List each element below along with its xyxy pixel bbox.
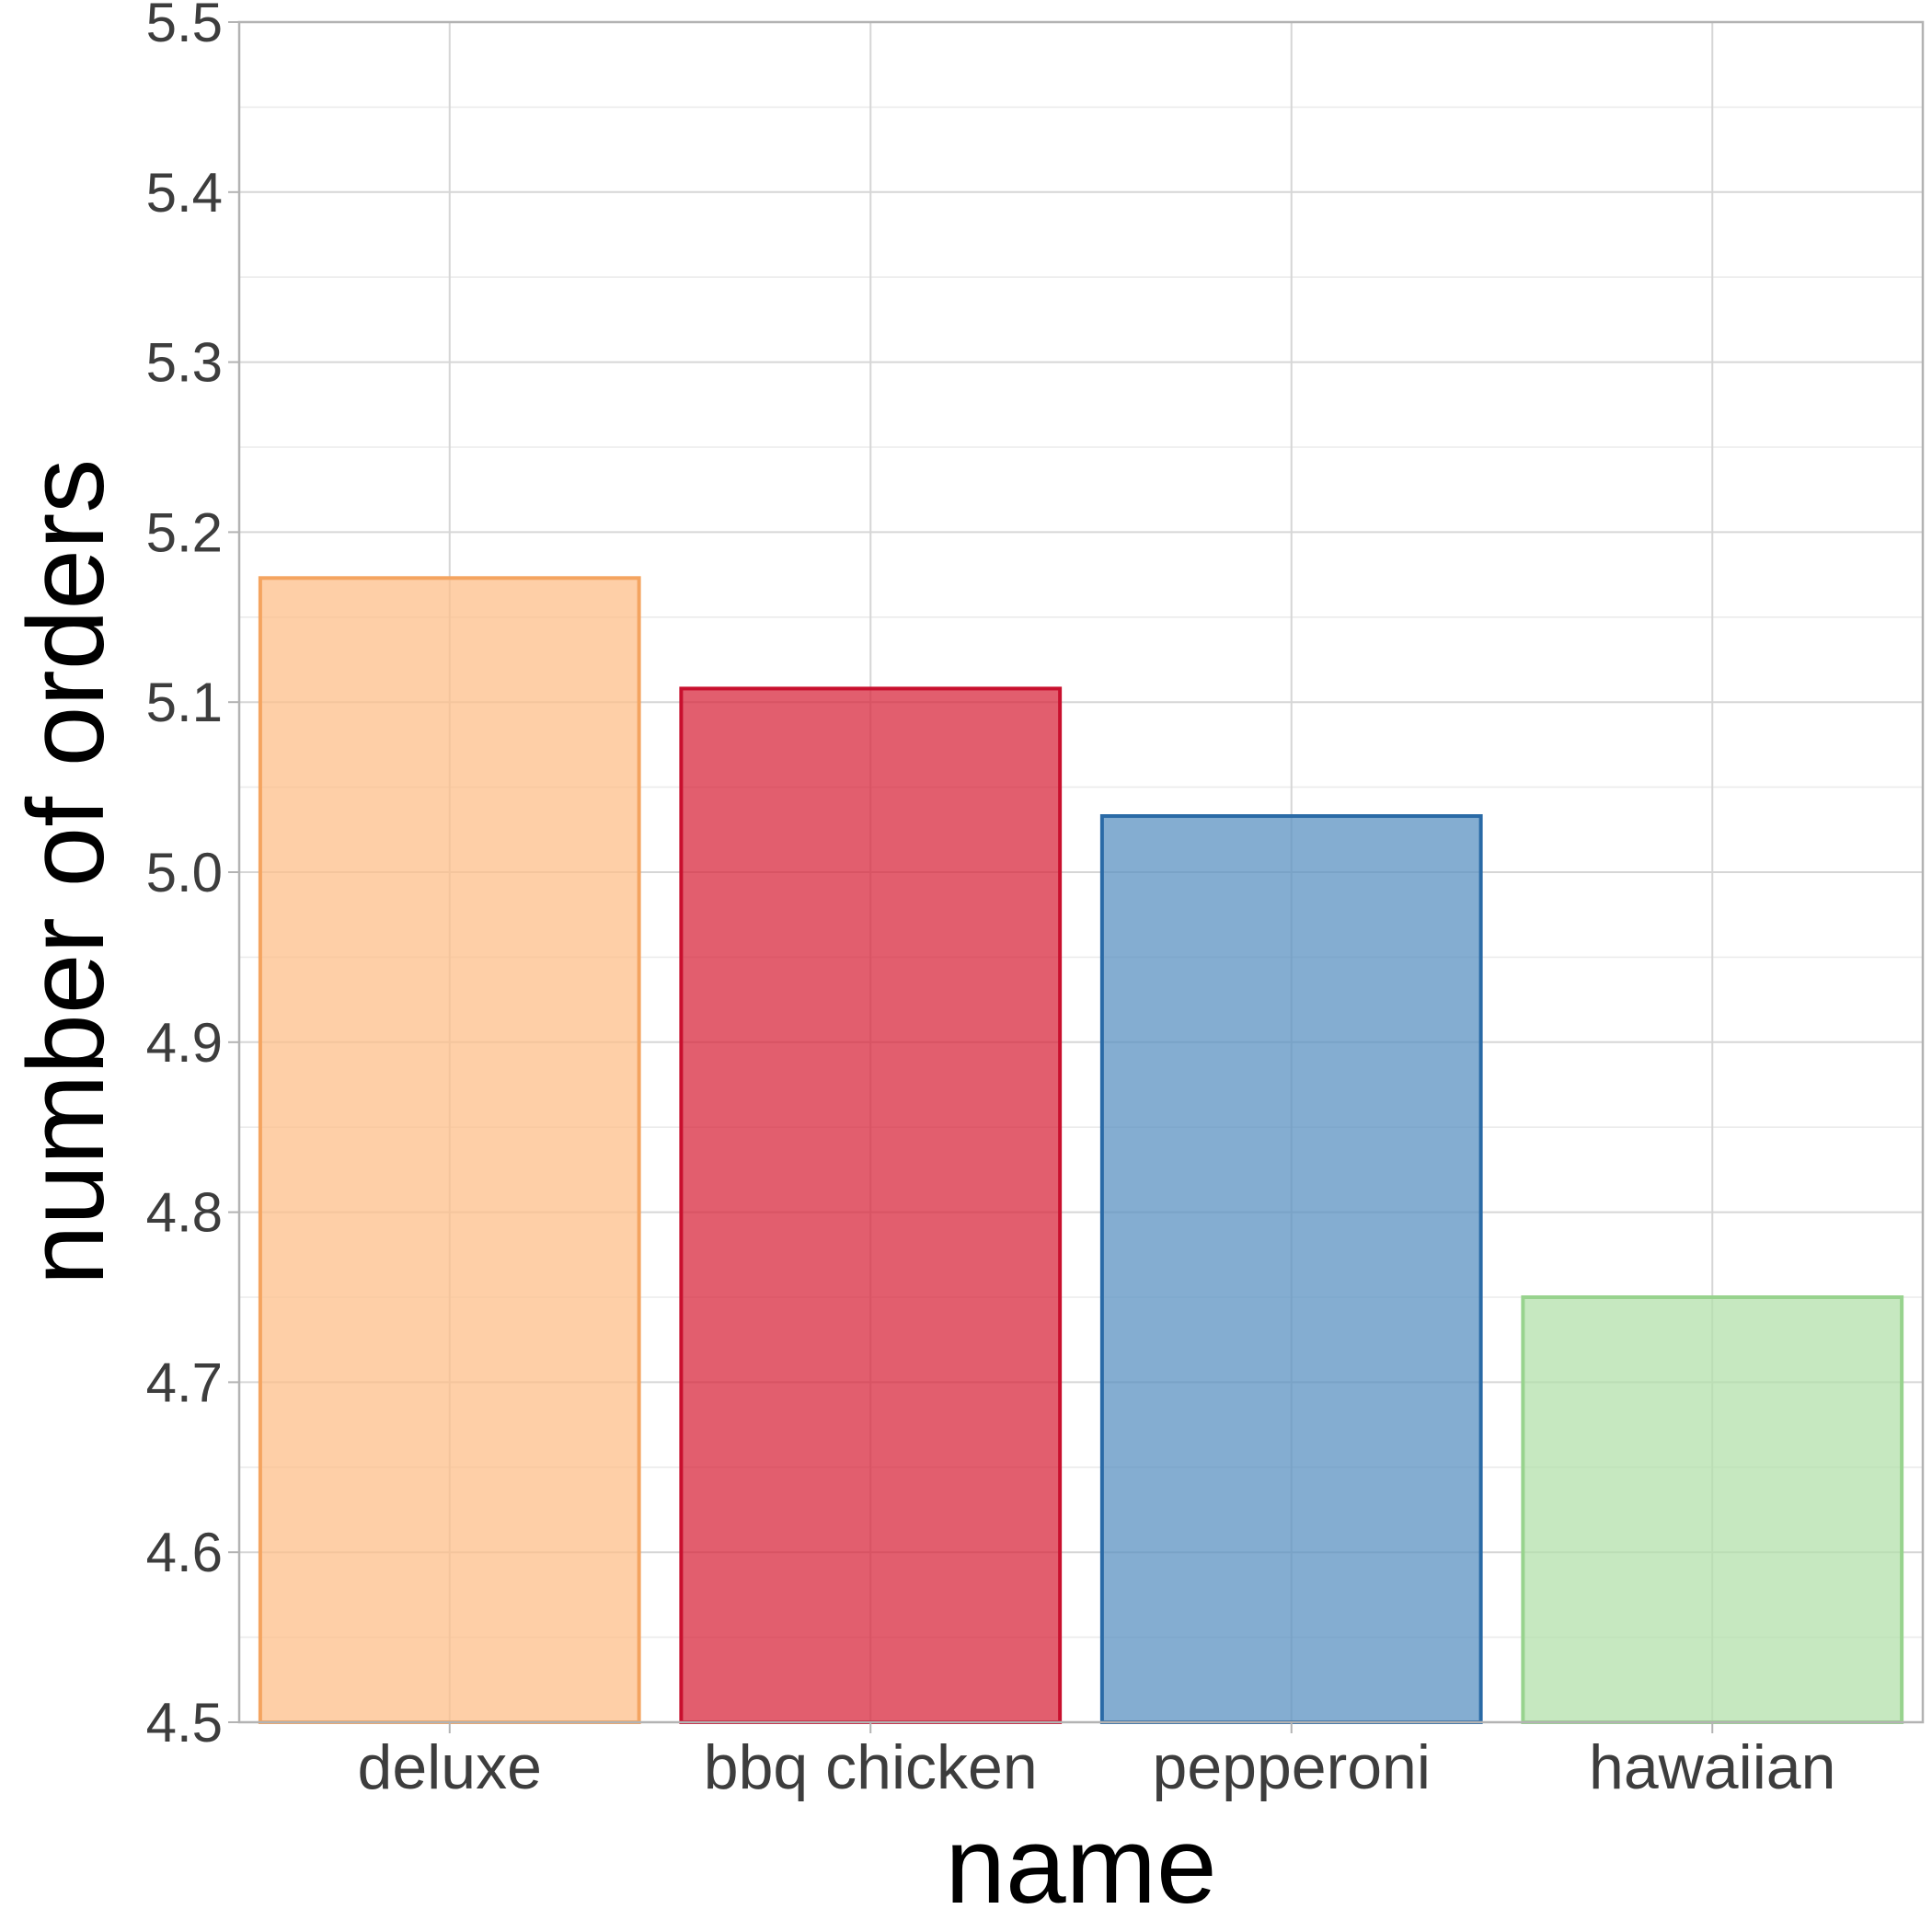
- bar-bbq-chicken: [679, 686, 1063, 1724]
- y-tick-label: 4.6: [146, 1522, 223, 1583]
- y-tick-label: 4.9: [146, 1012, 223, 1074]
- y-tick-label: 4.8: [146, 1182, 223, 1244]
- y-axis-title: number of orders: [6, 459, 127, 1286]
- bar-deluxe: [258, 576, 641, 1724]
- axis-ticks: [228, 21, 1714, 1733]
- bars: [258, 576, 1904, 1724]
- y-tick-label: 5.2: [146, 501, 223, 563]
- x-tick-label: hawaiian: [1589, 1732, 1835, 1802]
- x-tick-label: pepperoni: [1153, 1732, 1431, 1802]
- x-axis-title: name: [945, 1805, 1216, 1926]
- y-tick-label: 5.5: [146, 0, 223, 53]
- y-tick-label: 5.3: [146, 332, 223, 394]
- y-tick-label: 5.0: [146, 842, 223, 903]
- y-tick-label: 4.5: [146, 1692, 223, 1754]
- x-axis-tick-labels: deluxe bbq chicken pepperoni hawaiian: [358, 1732, 1836, 1802]
- y-tick-label: 4.7: [146, 1351, 223, 1413]
- bar-hawaiian: [1521, 1295, 1904, 1724]
- y-tick-label: 5.4: [146, 162, 223, 224]
- x-tick-label: deluxe: [358, 1732, 542, 1802]
- x-tick-label: bbq chicken: [704, 1732, 1038, 1802]
- y-tick-label: 5.1: [146, 672, 223, 733]
- y-axis-tick-labels: 4.5 4.6 4.7 4.8 4.9 5.0 5.1 5.2 5.3 5.4 5.5: [146, 0, 223, 1754]
- bar-pepperoni: [1099, 814, 1483, 1724]
